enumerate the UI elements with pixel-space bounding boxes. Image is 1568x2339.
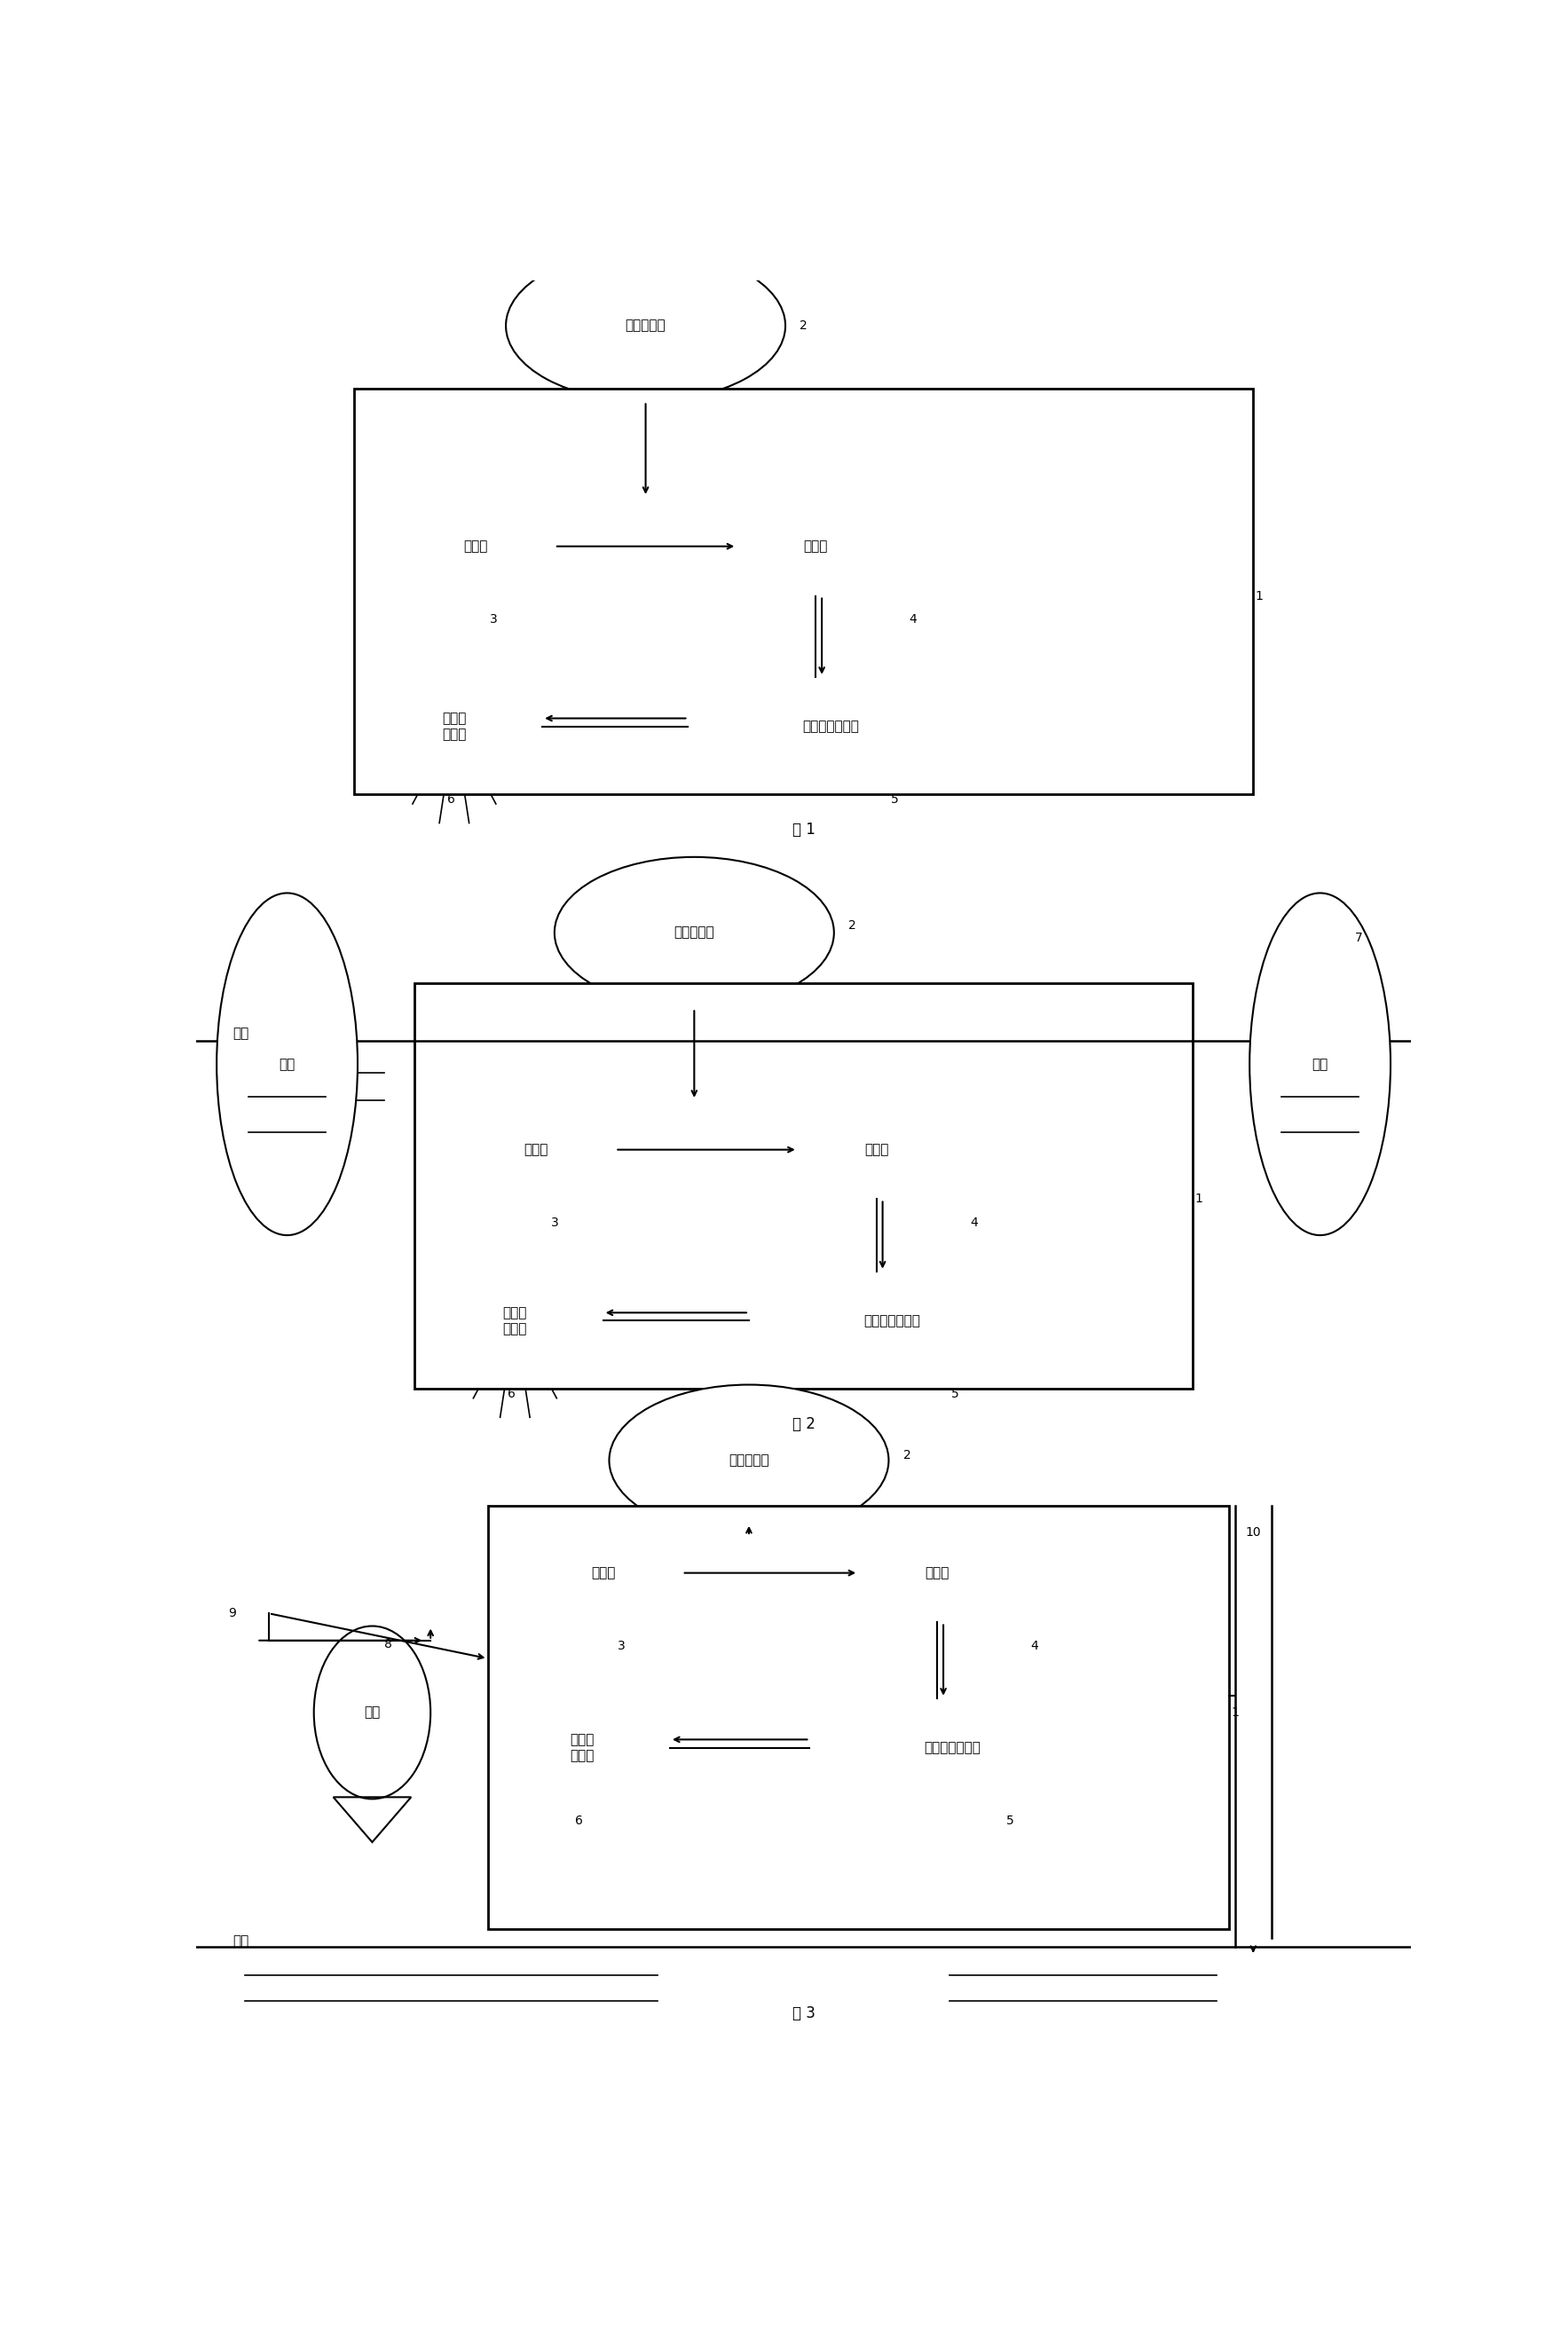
Bar — [494, 1698, 670, 1796]
Text: 浮子: 浮子 — [1312, 1057, 1328, 1071]
Text: 太阳能电池: 太阳能电池 — [674, 926, 715, 940]
Text: 2: 2 — [848, 919, 856, 931]
Bar — [798, 1099, 955, 1200]
Ellipse shape — [608, 1385, 889, 1537]
Ellipse shape — [216, 893, 358, 1235]
Text: 水面: 水面 — [232, 1934, 249, 1948]
Text: 浮子: 浮子 — [279, 1057, 295, 1071]
Text: 6: 6 — [575, 1815, 583, 1827]
Text: 震荡信号发生器: 震荡信号发生器 — [924, 1740, 982, 1754]
Bar — [750, 1272, 1035, 1371]
Bar — [809, 1698, 1094, 1796]
Text: 2: 2 — [903, 1448, 911, 1462]
Text: 4: 4 — [1030, 1640, 1038, 1651]
Text: 震荡信号发生器: 震荡信号发生器 — [864, 1315, 920, 1329]
Bar — [688, 676, 974, 777]
Text: 图 1: 图 1 — [792, 821, 815, 837]
Text: 9: 9 — [229, 1607, 237, 1619]
Text: 太阳能电池: 太阳能电池 — [626, 318, 666, 332]
Text: 震荡信号发生器: 震荡信号发生器 — [803, 720, 859, 732]
Text: 4: 4 — [909, 613, 917, 625]
Ellipse shape — [1250, 893, 1391, 1235]
Text: 2: 2 — [800, 320, 808, 332]
Text: 8: 8 — [384, 1637, 392, 1651]
Text: 3: 3 — [489, 613, 497, 625]
Text: 控制器: 控制器 — [864, 1144, 889, 1155]
Text: 5: 5 — [952, 1387, 960, 1401]
Text: 图 3: 图 3 — [792, 2005, 815, 2021]
Bar — [365, 676, 543, 777]
Text: 4: 4 — [971, 1216, 977, 1228]
Bar — [397, 496, 555, 596]
Ellipse shape — [506, 250, 786, 402]
Text: 太阳能电池: 太阳能电池 — [729, 1455, 770, 1467]
Ellipse shape — [555, 856, 834, 1008]
Text: 5: 5 — [1007, 1815, 1014, 1827]
Text: 6: 6 — [447, 793, 455, 805]
Bar — [354, 388, 1253, 793]
Text: 5: 5 — [891, 793, 898, 805]
Bar — [858, 1523, 1016, 1623]
Text: 图 2: 图 2 — [792, 1417, 815, 1431]
Text: 储能器: 储能器 — [464, 540, 488, 552]
Text: 控制器: 控制器 — [804, 540, 828, 552]
Text: 超声波
发声器: 超声波 发声器 — [503, 1308, 527, 1336]
Text: 超声波
发声器: 超声波 发声器 — [442, 711, 466, 741]
Ellipse shape — [314, 1626, 431, 1799]
Text: 1: 1 — [1256, 589, 1264, 601]
Bar — [488, 1506, 1229, 1930]
Text: 1: 1 — [1231, 1705, 1239, 1719]
Bar — [426, 1272, 604, 1371]
Bar — [414, 982, 1193, 1389]
Text: 7: 7 — [1355, 931, 1363, 945]
Bar — [458, 1099, 615, 1200]
Text: 控制器: 控制器 — [925, 1567, 949, 1579]
Text: 储能器: 储能器 — [591, 1567, 615, 1579]
Text: 1: 1 — [1195, 1193, 1203, 1205]
Bar — [524, 1523, 682, 1623]
Text: 10: 10 — [1245, 1525, 1261, 1539]
Bar — [737, 496, 895, 596]
Text: 水泵: 水泵 — [364, 1705, 381, 1719]
Text: 6: 6 — [508, 1387, 516, 1401]
Text: 储能器: 储能器 — [524, 1144, 549, 1155]
Text: 超声波
发声器: 超声波 发声器 — [569, 1733, 594, 1761]
Text: 水面: 水面 — [232, 1027, 249, 1041]
Text: 3: 3 — [550, 1216, 558, 1228]
Text: 3: 3 — [618, 1640, 626, 1651]
